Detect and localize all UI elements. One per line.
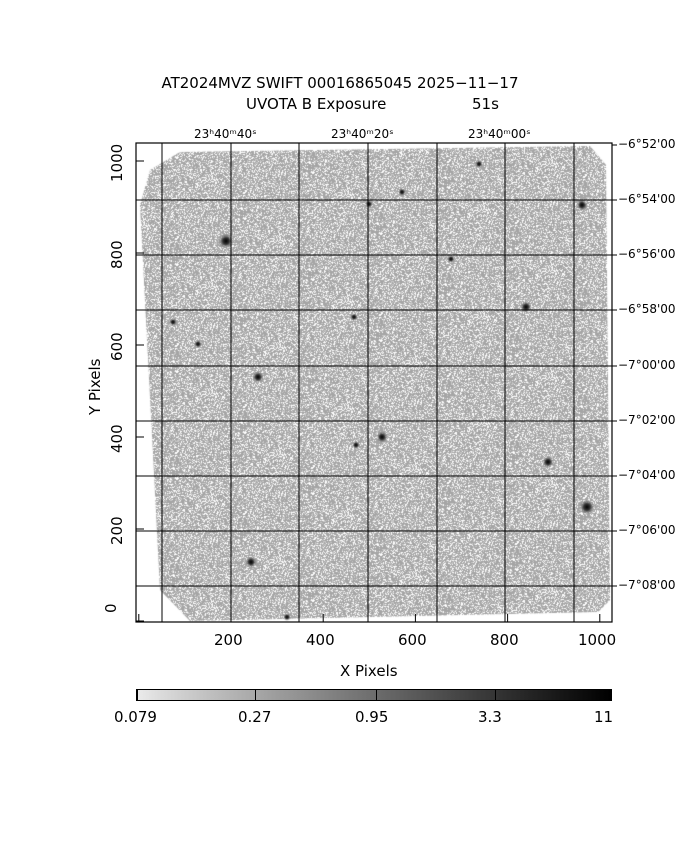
dec-tick-label: −6°58'00 bbox=[618, 302, 676, 316]
x-tick-label: 600 bbox=[398, 631, 427, 649]
x-tick-label: 1000 bbox=[578, 631, 617, 649]
dec-tick-label: −6°52'00 bbox=[618, 137, 676, 151]
colorbar-tick bbox=[611, 690, 612, 700]
y-tick-label: 1000 bbox=[108, 143, 126, 182]
colorbar-tick-label: 3.3 bbox=[478, 708, 502, 726]
colorbar-tick bbox=[375, 690, 377, 700]
colorbar-tick-label: 0.079 bbox=[114, 708, 157, 726]
x-tick-label: 800 bbox=[490, 631, 519, 649]
dec-tick-label: −7°04'00 bbox=[618, 468, 676, 482]
x-tick-label: 400 bbox=[306, 631, 335, 649]
dec-tick-label: −6°54'00 bbox=[618, 192, 676, 206]
chart-subtitle-exposure: 51s bbox=[472, 95, 499, 113]
dec-tick-label: −7°06'00 bbox=[618, 523, 676, 537]
dec-tick-label: −6°56'00 bbox=[618, 247, 676, 261]
chart-subtitle-filter: UVOTA B Exposure bbox=[246, 95, 387, 113]
x-axis-label: X Pixels bbox=[340, 662, 398, 680]
dec-tick-label: −7°02'00 bbox=[618, 413, 676, 427]
colorbar-tick bbox=[255, 690, 256, 700]
colorbar-tick bbox=[495, 690, 497, 700]
dec-tick-label: −7°08'00 bbox=[618, 578, 676, 592]
colorbar bbox=[136, 689, 612, 701]
ra-tick-label: 23ʰ40ᵐ20ˢ bbox=[331, 127, 394, 141]
colorbar-tick bbox=[137, 690, 138, 700]
colorbar-tick-label: 0.27 bbox=[238, 708, 272, 726]
y-tick-label: 0 bbox=[102, 603, 120, 613]
y-tick-label: 800 bbox=[108, 240, 126, 269]
y-tick-label: 600 bbox=[108, 332, 126, 361]
plot-frame bbox=[135, 142, 613, 623]
y-axis-label: Y Pixels bbox=[86, 358, 104, 415]
ra-tick-label: 23ʰ40ᵐ40ˢ bbox=[194, 127, 257, 141]
x-tick-label: 200 bbox=[214, 631, 243, 649]
y-tick-label: 200 bbox=[108, 516, 126, 545]
ra-tick-label: 23ʰ40ᵐ00ˢ bbox=[468, 127, 531, 141]
chart-title: AT2024MVZ SWIFT 00016865045 2025−11−17 bbox=[161, 74, 519, 92]
colorbar-tick-label: 0.95 bbox=[355, 708, 389, 726]
dec-tick-label: −7°00'00 bbox=[618, 358, 676, 372]
y-tick-label: 400 bbox=[108, 424, 126, 453]
colorbar-tick-label: 11 bbox=[594, 708, 614, 726]
